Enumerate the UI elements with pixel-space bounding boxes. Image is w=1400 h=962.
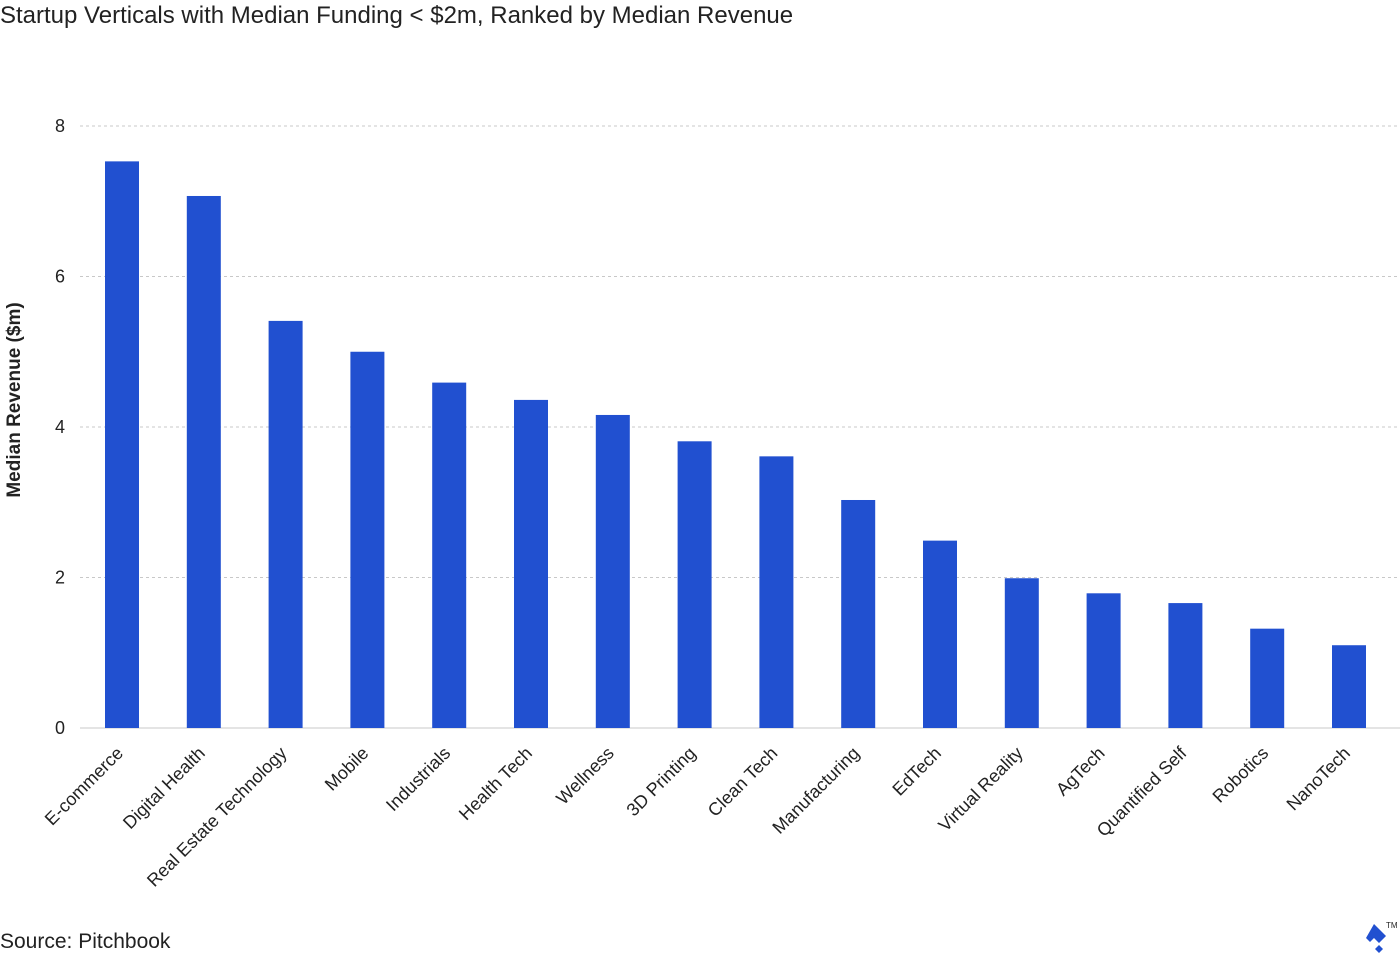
y-tick-label: 8: [55, 116, 65, 136]
x-tick-label: EdTech: [888, 743, 945, 800]
y-axis-label: Median Revenue ($m): [4, 302, 25, 497]
bar: [677, 441, 712, 728]
bar: [1004, 578, 1039, 728]
bar: [923, 540, 957, 728]
x-tick-label: Manufacturing: [768, 743, 863, 838]
y-tick-label: 4: [55, 417, 65, 437]
x-tick-label: Mobile: [321, 743, 373, 795]
x-tick-label: E-commerce: [41, 743, 127, 829]
y-tick-label: 2: [55, 568, 65, 588]
x-tick-label: Wellness: [552, 743, 618, 809]
x-tick-label: Real Estate Technology: [143, 743, 291, 891]
x-tick-label: AgTech: [1052, 743, 1109, 800]
y-tick-label: 0: [55, 718, 65, 738]
x-tick-label: Clean Tech: [704, 743, 782, 821]
bar: [186, 195, 221, 729]
x-tick-label: Health Tech: [455, 743, 536, 824]
bar: [432, 382, 467, 728]
x-tick-label: 3D Printing: [623, 743, 700, 820]
toptal-logo-icon: TM: [1360, 918, 1400, 957]
bar: [595, 414, 630, 728]
bar: [1168, 603, 1203, 728]
y-tick-label: 6: [55, 267, 65, 287]
x-tick-label: NanoTech: [1283, 743, 1354, 814]
x-tick-label: Virtual Reality: [934, 743, 1026, 835]
source-note: Source: Pitchbook: [0, 930, 171, 953]
x-tick-label: Industrials: [382, 743, 454, 815]
x-tick-label: Robotics: [1209, 743, 1273, 807]
bar: [350, 351, 385, 728]
bar: [105, 161, 139, 728]
chart-title: Startup Verticals with Median Funding < …: [0, 2, 794, 29]
bar: [268, 320, 303, 728]
bar: [841, 499, 876, 728]
bar: [514, 399, 548, 728]
x-tick-label: Digital Health: [119, 743, 209, 833]
bars: [105, 161, 1366, 729]
bar: [1086, 593, 1121, 728]
logo-trademark: TM: [1386, 921, 1398, 930]
bar: [759, 456, 794, 728]
y-tick-labels: 0 2 4 6 8: [55, 116, 65, 738]
bar: [1332, 645, 1366, 728]
bar: [1250, 628, 1285, 728]
